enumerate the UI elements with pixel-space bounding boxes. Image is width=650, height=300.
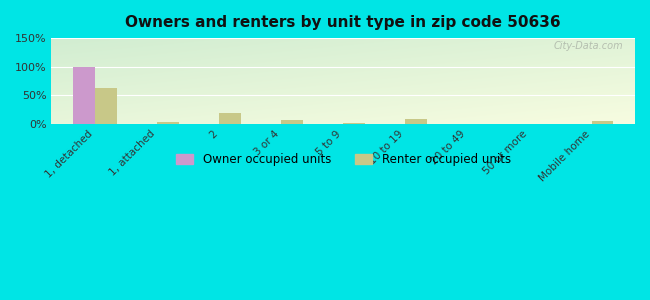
Bar [219, 113, 240, 124]
Bar [281, 120, 303, 124]
Bar [406, 119, 427, 124]
Bar [343, 123, 365, 124]
Legend: Owner occupied units, Renter occupied units: Owner occupied units, Renter occupied un… [171, 148, 515, 171]
Bar [157, 122, 179, 124]
Bar [73, 67, 95, 124]
Bar [592, 121, 613, 124]
Text: City-Data.com: City-Data.com [554, 41, 623, 51]
Title: Owners and renters by unit type in zip code 50636: Owners and renters by unit type in zip c… [125, 15, 561, 30]
Bar [95, 88, 116, 124]
